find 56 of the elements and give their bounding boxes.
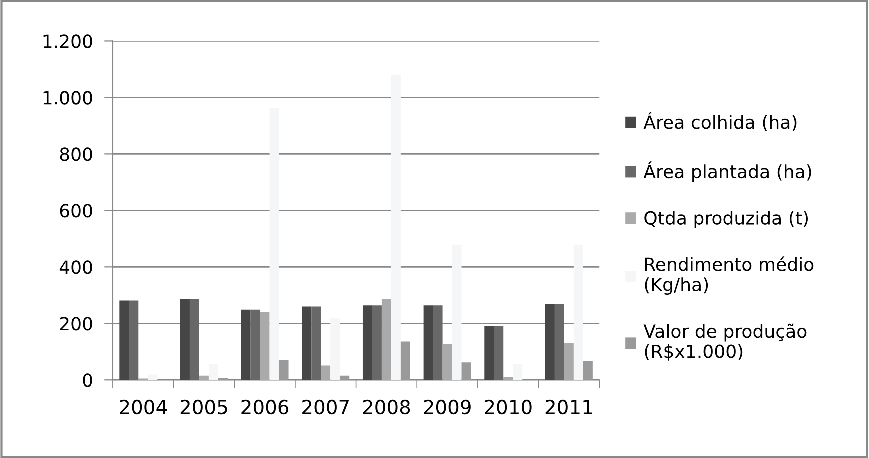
bar xyxy=(190,299,200,380)
bar xyxy=(330,318,340,380)
x-tick-label: 2011 xyxy=(546,400,592,415)
bar xyxy=(312,306,322,380)
legend-label: Qtda produzida (t) xyxy=(644,210,808,228)
bar xyxy=(554,304,564,380)
bar xyxy=(208,364,218,380)
y-tick-label: 1.000 xyxy=(44,91,92,105)
y-tick-label: 600 xyxy=(60,204,92,218)
bar xyxy=(424,306,434,380)
x-tick-label: 2007 xyxy=(302,400,349,415)
bar xyxy=(321,366,331,380)
bar xyxy=(504,377,514,380)
bar xyxy=(583,361,593,380)
bar xyxy=(382,299,392,380)
bar xyxy=(148,374,158,380)
bar xyxy=(180,299,190,380)
x-tick-label: 2004 xyxy=(120,400,168,415)
y-tick-label: 1.200 xyxy=(44,34,92,48)
x-tick-label: 2009 xyxy=(424,400,471,415)
bar xyxy=(340,376,350,380)
bar xyxy=(270,108,280,380)
y-tick-label: 400 xyxy=(60,260,92,274)
bar xyxy=(250,310,260,380)
bar xyxy=(433,306,443,380)
bar xyxy=(564,343,574,380)
bar xyxy=(372,306,382,380)
legend-label: Área plantada (ha) xyxy=(644,162,812,182)
bar xyxy=(241,310,251,380)
x-tick-label: 2008 xyxy=(363,400,410,415)
bar xyxy=(484,326,494,380)
x-tick-label: 2005 xyxy=(180,400,228,415)
bar xyxy=(362,306,372,380)
bar xyxy=(494,326,504,380)
bar xyxy=(400,342,410,380)
x-tick-label: 2006 xyxy=(242,400,289,415)
bar xyxy=(513,364,523,380)
bar xyxy=(279,360,289,380)
x-tick-label: 2010 xyxy=(485,400,532,415)
legend-label: Rendimento médio (Kg/ha) xyxy=(645,256,814,296)
bar xyxy=(120,300,130,380)
bar xyxy=(545,304,555,380)
bar xyxy=(574,244,584,380)
y-tick-label: 0 xyxy=(83,374,92,388)
bar xyxy=(442,344,452,380)
bar xyxy=(199,376,209,380)
bar xyxy=(302,306,312,380)
bar xyxy=(391,74,401,380)
legend-label: Área colhida (ha) xyxy=(644,112,797,132)
bar xyxy=(452,244,462,380)
legend-label: Valor de produção (R$x1.000) xyxy=(644,324,807,361)
y-tick-label: 200 xyxy=(60,317,92,331)
bar xyxy=(129,300,139,380)
y-tick-label: 800 xyxy=(60,148,92,162)
bar xyxy=(260,312,270,380)
bar xyxy=(462,362,472,380)
